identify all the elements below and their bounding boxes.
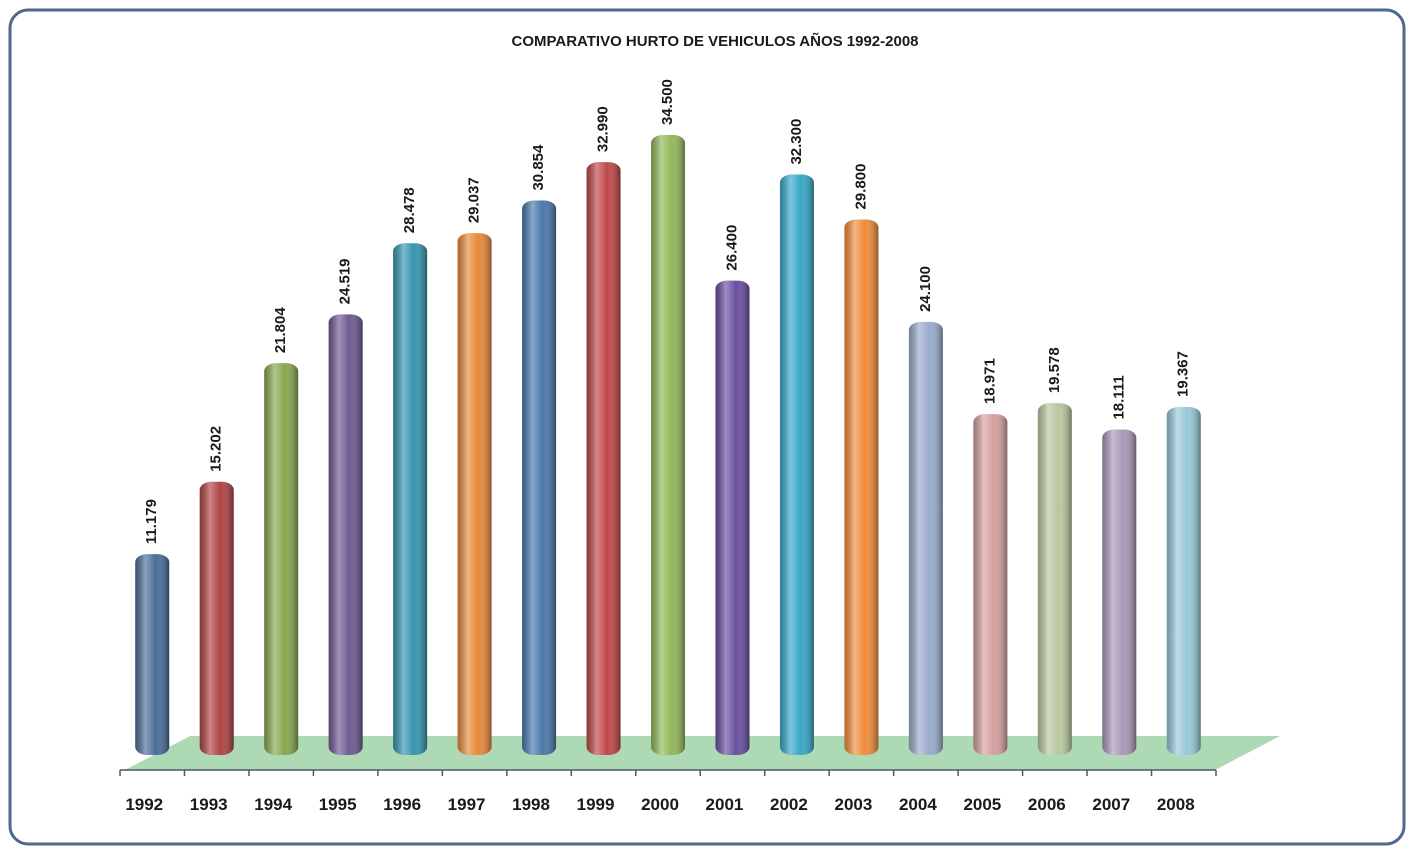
bar-shade (1037, 403, 1072, 755)
value-label: 32.990 (594, 106, 611, 152)
bar-shade (393, 243, 428, 756)
x-tick-label: 2002 (770, 795, 808, 814)
value-label: 29.037 (466, 177, 483, 223)
x-tick-label: 1997 (448, 795, 486, 814)
x-tick-label: 2004 (899, 795, 937, 814)
bar-shade (328, 314, 363, 755)
bar-shade (651, 135, 685, 755)
x-tick-label: 2006 (1028, 795, 1066, 814)
value-label: 11.179 (143, 499, 160, 544)
bar-shade (135, 554, 170, 755)
bar-shade (522, 200, 557, 755)
bar-shade (1102, 429, 1137, 755)
value-label: 26.400 (723, 225, 740, 271)
x-tick-label: 1993 (190, 795, 228, 814)
chart-title: COMPARATIVO HURTO DE VEHICULOS AÑOS 1992… (511, 32, 918, 50)
value-label: 18.111 (1110, 375, 1127, 419)
value-label: 19.578 (1046, 347, 1063, 393)
bar-shade (586, 162, 621, 755)
bar-shade (1166, 406, 1201, 755)
x-tick-label: 2003 (834, 795, 872, 814)
x-tick-label: 2001 (706, 795, 744, 814)
bar-shade (457, 233, 492, 755)
x-tick-label: 2000 (641, 795, 679, 814)
bar-shade (908, 321, 943, 755)
bar-shade (199, 481, 234, 755)
value-label: 28.478 (401, 187, 418, 233)
value-label: 21.804 (272, 307, 289, 354)
x-tick-label: 1996 (383, 795, 421, 814)
value-label: 34.500 (659, 79, 676, 125)
x-tick-label: 2005 (963, 795, 1001, 814)
value-label: 24.100 (917, 266, 934, 312)
bar-shade (973, 414, 1008, 755)
value-label: 19.367 (1175, 351, 1192, 397)
value-label: 29.800 (852, 164, 869, 210)
value-label: 15.202 (208, 426, 225, 472)
value-label: 24.519 (337, 258, 354, 304)
bar-shade (715, 280, 750, 755)
value-label: 32.300 (788, 119, 805, 165)
bar-shade (264, 363, 299, 755)
x-tick-label: 2007 (1092, 795, 1130, 814)
x-tick-label: 1992 (125, 795, 163, 814)
value-label: 18.971 (981, 358, 998, 404)
x-tick-label: 1999 (577, 795, 615, 814)
x-tick-label: 2008 (1157, 795, 1195, 814)
x-tick-label: 1994 (254, 795, 292, 814)
value-label: 30.854 (530, 144, 547, 191)
bar-shade (779, 174, 814, 755)
x-tick-label: 1998 (512, 795, 550, 814)
bar-shade (844, 219, 879, 756)
x-tick-label: 1995 (319, 795, 357, 814)
